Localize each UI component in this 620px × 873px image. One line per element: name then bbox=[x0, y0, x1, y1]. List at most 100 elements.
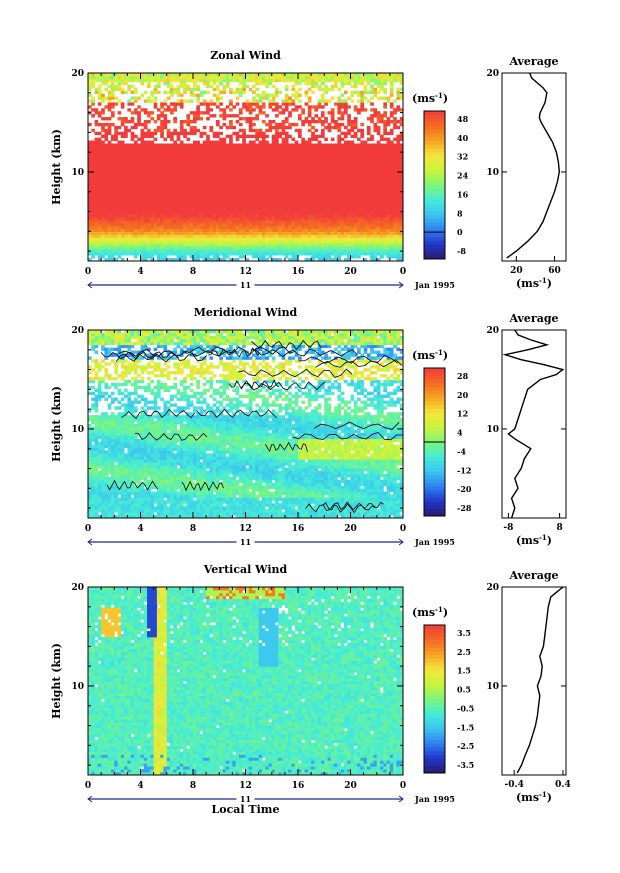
heatmap-cell bbox=[88, 172, 92, 177]
heatmap-cell bbox=[238, 93, 243, 97]
heatmap-cell bbox=[133, 202, 138, 206]
heatmap-cell bbox=[229, 199, 233, 203]
heatmap-cell bbox=[307, 252, 312, 256]
heatmap-cell bbox=[245, 164, 250, 168]
heatmap-cell bbox=[235, 169, 240, 174]
heatmap-cell bbox=[363, 178, 368, 183]
heatmap-cell bbox=[340, 237, 345, 241]
heatmap-cell bbox=[176, 143, 181, 147]
heatmap-cell bbox=[281, 225, 286, 230]
heatmap-cell bbox=[380, 193, 384, 197]
heatmap-cell bbox=[261, 111, 266, 115]
heatmap-cell bbox=[160, 158, 164, 162]
heatmap-cell bbox=[229, 222, 233, 227]
heatmap-cell bbox=[179, 105, 184, 109]
heatmap-cell bbox=[179, 81, 184, 86]
heatmap-cell bbox=[186, 208, 191, 212]
heatmap-cell bbox=[150, 152, 155, 156]
heatmap-cell bbox=[268, 125, 273, 130]
heatmap-cell bbox=[294, 167, 299, 171]
heatmap-cell bbox=[150, 202, 155, 206]
heatmap-cell bbox=[386, 96, 391, 100]
heatmap-cell bbox=[268, 143, 273, 147]
heatmap-cell bbox=[265, 146, 269, 150]
heatmap-cell bbox=[209, 99, 214, 103]
heatmap-cell bbox=[170, 222, 174, 227]
heatmap-cell bbox=[396, 172, 401, 177]
heatmap-cell bbox=[399, 202, 404, 206]
heatmap-cell bbox=[232, 258, 237, 262]
heatmap-cell bbox=[340, 225, 345, 230]
heatmap-cell bbox=[363, 228, 368, 233]
heatmap-cell bbox=[311, 196, 315, 200]
heatmap-cell bbox=[183, 237, 187, 241]
heatmap-cell bbox=[133, 225, 138, 230]
heatmap-cell bbox=[133, 214, 138, 218]
heatmap-cell bbox=[347, 128, 351, 133]
heatmap-cell bbox=[150, 211, 155, 215]
heatmap-cell bbox=[281, 199, 286, 203]
heatmap-cell bbox=[143, 237, 148, 241]
heatmap-cell bbox=[317, 134, 322, 139]
heatmap-cell bbox=[120, 102, 125, 106]
heatmap-cell bbox=[271, 99, 276, 103]
heatmap-cell bbox=[268, 155, 273, 159]
heatmap-cell bbox=[301, 211, 305, 215]
heatmap-cell bbox=[143, 208, 148, 212]
heatmap-cell bbox=[170, 137, 174, 141]
heatmap-cell bbox=[324, 158, 328, 162]
heatmap-cell bbox=[265, 228, 269, 233]
heatmap-cell bbox=[173, 178, 177, 183]
heatmap-cell bbox=[357, 187, 361, 191]
heatmap-cell bbox=[163, 240, 168, 244]
heatmap-cell bbox=[399, 258, 404, 262]
heatmap-cell bbox=[130, 228, 135, 233]
heatmap-cell bbox=[196, 164, 200, 168]
heatmap-cell bbox=[389, 234, 394, 238]
heatmap-cell bbox=[222, 158, 227, 162]
heatmap-cell bbox=[219, 75, 223, 80]
heatmap-cell bbox=[229, 143, 233, 147]
heatmap-cell bbox=[232, 237, 237, 241]
heatmap-cell bbox=[311, 240, 315, 244]
heatmap-cell bbox=[255, 234, 260, 238]
heatmap-cell bbox=[117, 117, 122, 121]
heatmap-cell bbox=[340, 122, 345, 127]
heatmap-cell bbox=[320, 131, 325, 136]
heatmap-cell bbox=[176, 237, 181, 241]
heatmap-cell bbox=[399, 231, 404, 235]
heatmap-cell bbox=[242, 140, 246, 144]
heatmap-cell bbox=[317, 246, 322, 250]
heatmap-cell bbox=[294, 243, 299, 247]
heatmap-cell bbox=[212, 249, 217, 253]
heatmap-cell bbox=[124, 90, 128, 94]
heatmap-cell bbox=[212, 167, 217, 171]
heatmap-cell bbox=[284, 87, 289, 92]
heatmap-cell bbox=[268, 243, 273, 247]
heatmap-cell bbox=[399, 196, 404, 200]
heatmap-cell bbox=[114, 172, 118, 177]
heatmap-cell bbox=[160, 172, 164, 177]
heatmap-cell bbox=[193, 120, 197, 124]
heatmap-cell bbox=[229, 169, 233, 174]
heatmap-cell bbox=[248, 252, 253, 256]
heatmap-cell bbox=[150, 161, 155, 165]
heatmap-cell bbox=[212, 208, 217, 212]
heatmap-cell bbox=[189, 149, 194, 153]
heatmap-cell bbox=[163, 146, 168, 150]
heatmap-cell bbox=[222, 211, 227, 215]
heatmap-cell bbox=[255, 240, 260, 244]
heatmap-cell bbox=[173, 105, 177, 109]
heatmap-cell bbox=[370, 243, 374, 247]
heatmap-cell bbox=[209, 234, 214, 238]
heatmap-cell bbox=[186, 75, 191, 80]
heatmap-cell bbox=[314, 255, 319, 259]
heatmap-cell bbox=[140, 93, 145, 97]
heatmap-cell bbox=[363, 222, 368, 227]
heatmap-cell bbox=[291, 93, 296, 97]
heatmap-cell bbox=[337, 87, 342, 92]
heatmap-cell bbox=[252, 181, 256, 186]
heatmap-cell bbox=[317, 87, 322, 92]
heatmap-cell bbox=[110, 246, 115, 250]
heatmap-cell bbox=[91, 172, 95, 177]
